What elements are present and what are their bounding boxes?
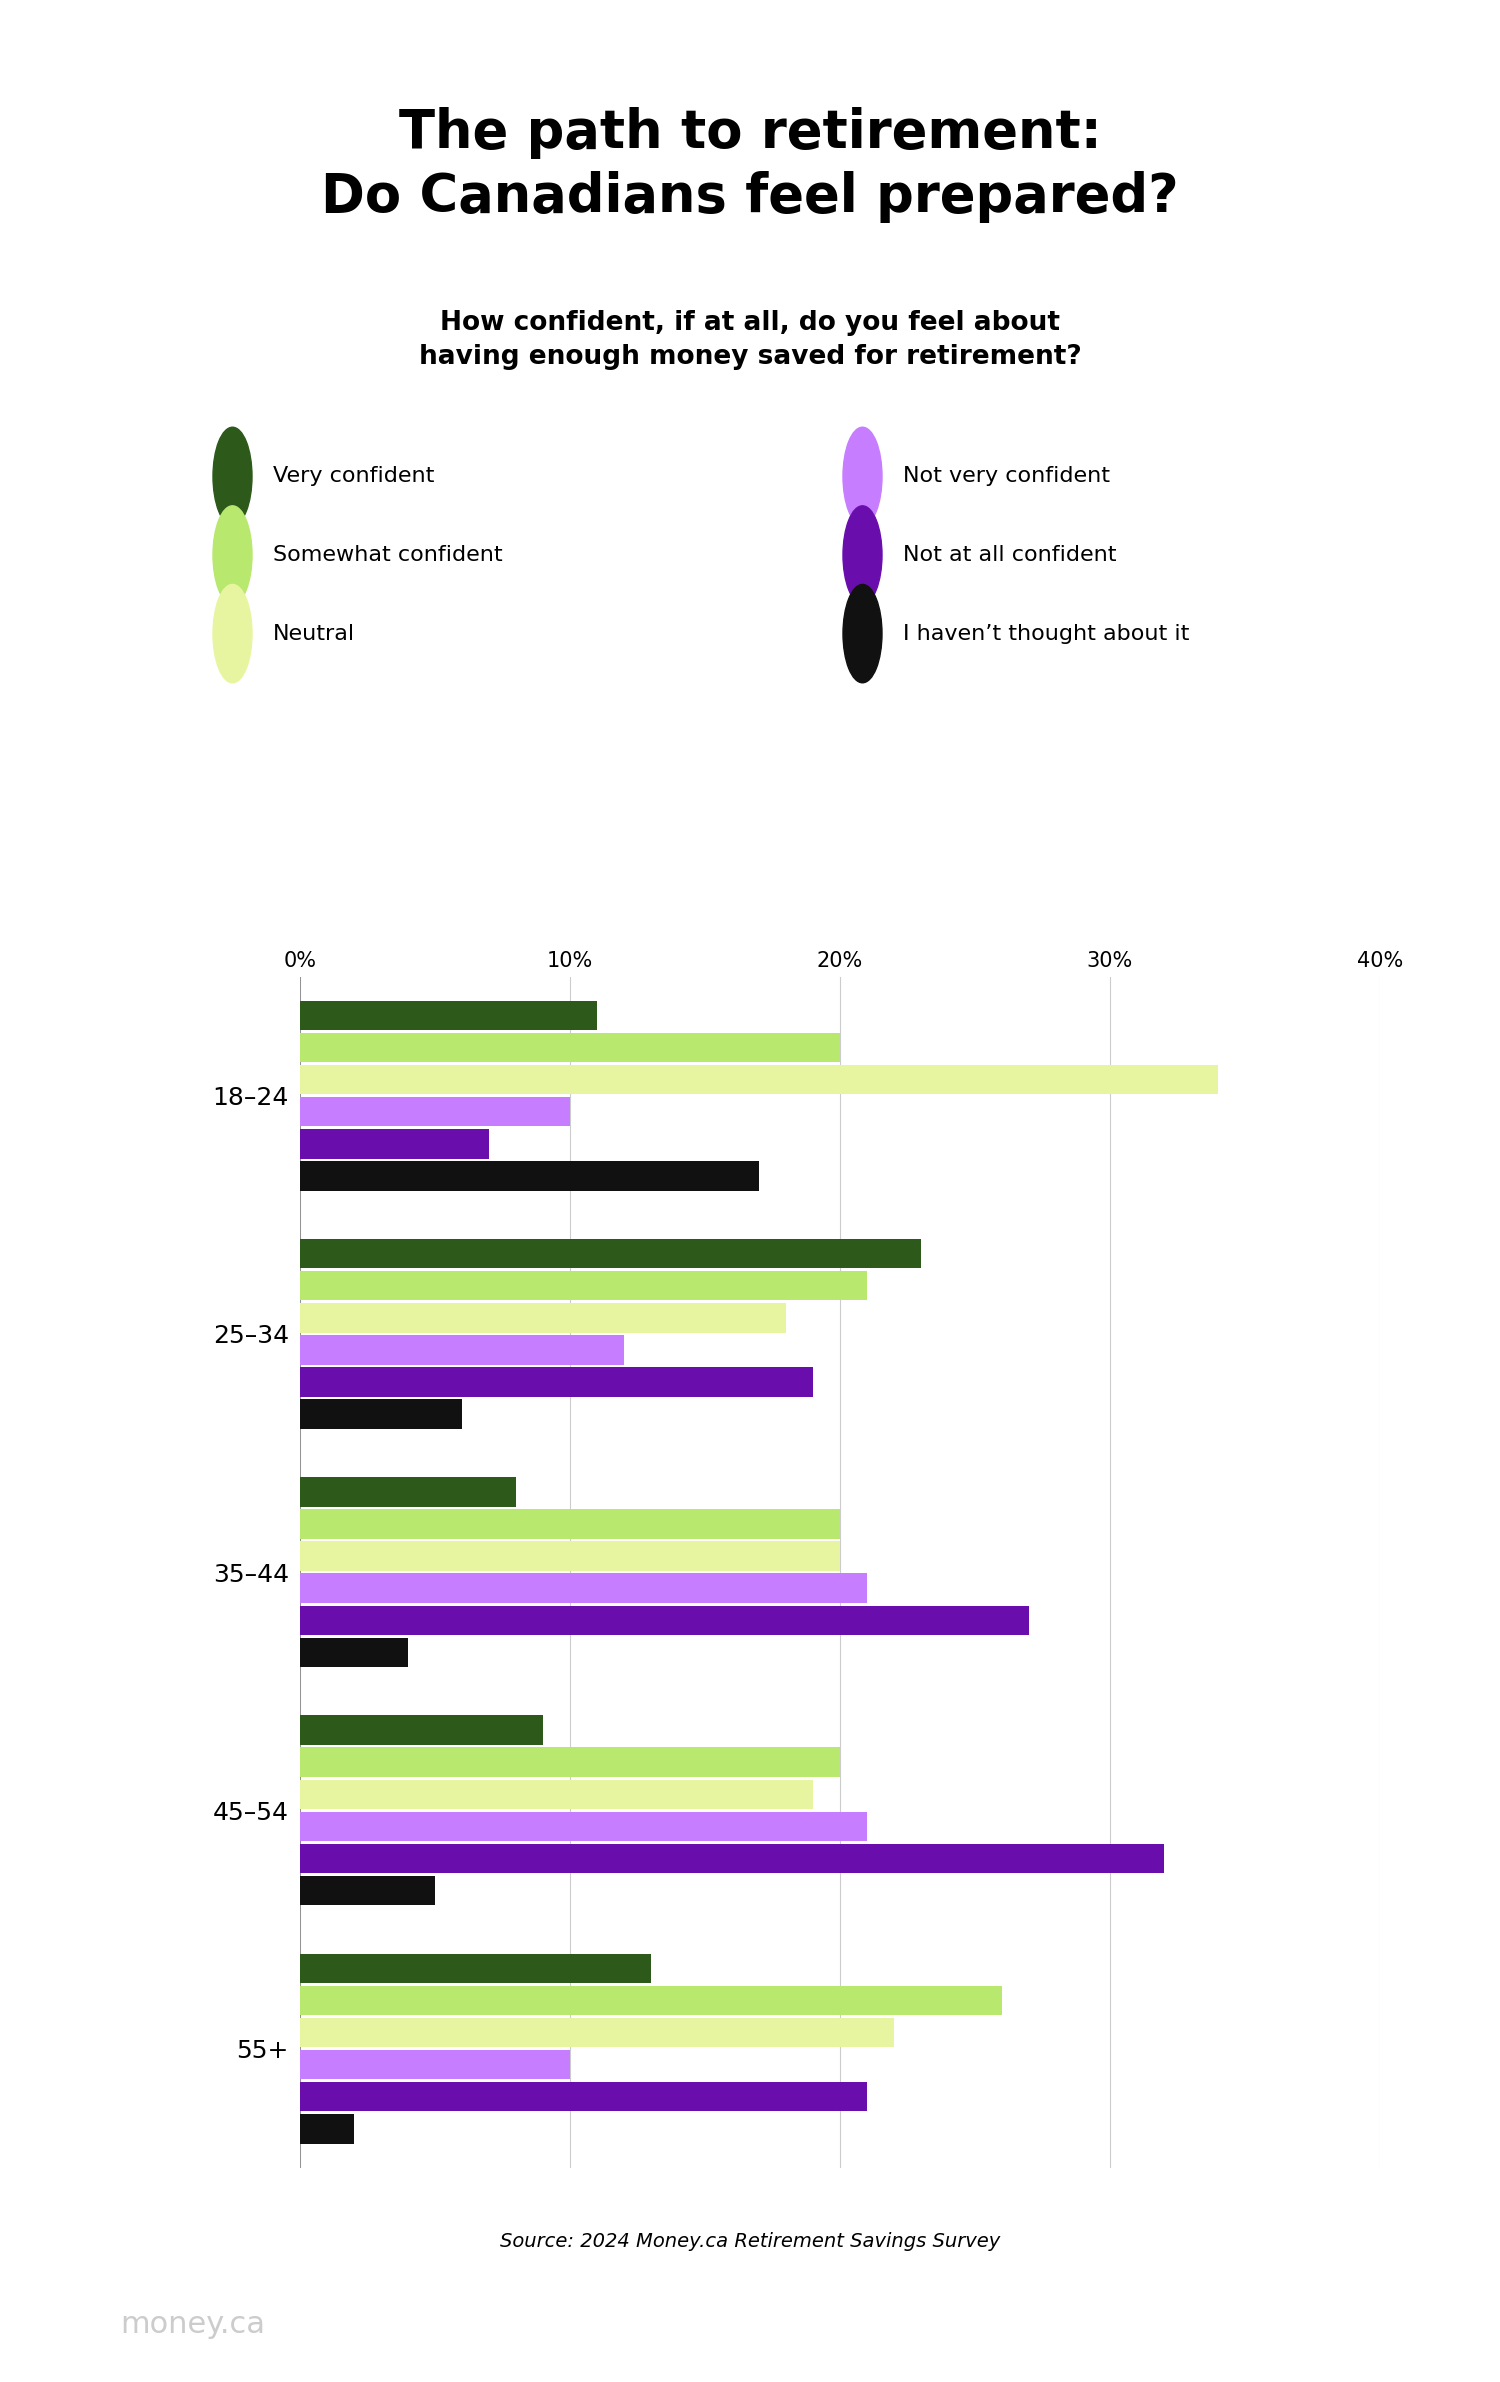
- Bar: [300, 1477, 516, 1505]
- Text: Neutral: Neutral: [273, 624, 356, 643]
- Bar: [300, 1367, 813, 1396]
- Text: Source: 2024 Money.ca Retirement Savings Survey: Source: 2024 Money.ca Retirement Savings…: [500, 2232, 1000, 2251]
- Text: Not very confident: Not very confident: [903, 467, 1110, 486]
- Bar: [300, 1239, 921, 1267]
- Bar: [300, 1129, 489, 1158]
- Bar: [300, 1510, 840, 1539]
- Bar: [300, 2082, 867, 2110]
- Text: Somewhat confident: Somewhat confident: [273, 545, 502, 565]
- Bar: [300, 1000, 597, 1029]
- Bar: [300, 1953, 651, 1982]
- Bar: [300, 1605, 1029, 1634]
- Bar: [300, 1877, 435, 1906]
- Text: Very confident: Very confident: [273, 467, 435, 486]
- Bar: [300, 1065, 1218, 1093]
- Bar: [300, 1098, 570, 1127]
- Bar: [300, 1715, 543, 1744]
- Bar: [300, 1272, 867, 1301]
- Text: Not at all confident: Not at all confident: [903, 545, 1116, 565]
- Bar: [300, 1987, 1002, 2015]
- Bar: [300, 2115, 354, 2144]
- Bar: [300, 1541, 840, 1570]
- Bar: [300, 1401, 462, 1429]
- Text: money.ca: money.ca: [120, 2311, 266, 2339]
- Bar: [300, 1813, 867, 1841]
- Bar: [300, 1303, 786, 1332]
- Bar: [300, 2018, 894, 2046]
- Bar: [300, 1639, 408, 1667]
- Bar: [300, 1844, 1164, 1872]
- Text: The path to retirement:
Do Canadians feel prepared?: The path to retirement: Do Canadians fee…: [321, 107, 1179, 224]
- Bar: [300, 1779, 813, 1808]
- Text: How confident, if at all, do you feel about
having enough money saved for retire: How confident, if at all, do you feel ab…: [419, 310, 1082, 369]
- Bar: [300, 1336, 624, 1365]
- Bar: [300, 1748, 840, 1777]
- Bar: [300, 1575, 867, 1603]
- Bar: [300, 1162, 759, 1191]
- Bar: [300, 2051, 570, 2079]
- Text: I haven’t thought about it: I haven’t thought about it: [903, 624, 1190, 643]
- Bar: [300, 1034, 840, 1062]
